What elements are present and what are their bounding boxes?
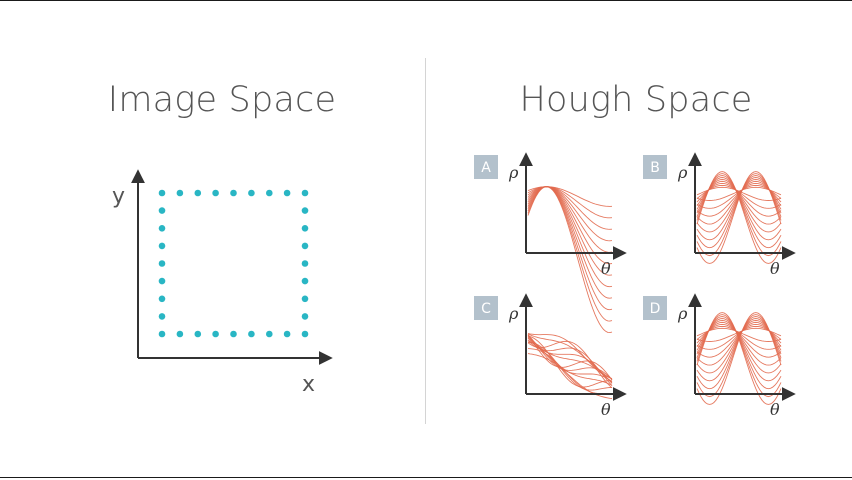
image-point <box>158 207 166 214</box>
hough-curve <box>527 335 613 388</box>
image-point <box>176 330 184 338</box>
curve-family-b <box>696 171 782 264</box>
option-letter-a: A <box>481 160 491 176</box>
curve-family-a <box>527 186 613 334</box>
image-point <box>283 330 291 338</box>
image-point <box>176 189 184 197</box>
theta-label-d: θ <box>770 400 780 419</box>
hough-curve <box>696 327 782 342</box>
rho-label-c: ρ <box>508 304 519 323</box>
image-point <box>158 313 166 320</box>
square-dot-pattern <box>158 189 309 338</box>
image-point <box>212 330 219 338</box>
image-space-plot: y x <box>112 169 333 397</box>
option-badge-a <box>474 155 498 179</box>
image-point <box>158 260 166 267</box>
image-point <box>301 295 309 303</box>
image-point <box>194 189 202 197</box>
curve-family-d <box>696 312 782 405</box>
panel-divider <box>425 58 426 424</box>
rho-label-b: ρ <box>677 163 688 182</box>
image-point <box>158 295 166 303</box>
hough-curve <box>527 333 613 380</box>
hough-curve <box>527 186 613 334</box>
image-point <box>301 277 309 285</box>
image-point <box>212 189 219 197</box>
bottom-border <box>0 477 852 478</box>
hough-curve <box>696 173 782 257</box>
image-point <box>301 189 309 197</box>
option-letter-b: B <box>650 160 660 176</box>
image-point <box>194 330 202 338</box>
image-point <box>158 242 166 250</box>
image-space-title: Image Space <box>107 80 337 120</box>
hough-curve <box>696 314 782 398</box>
hough-space-title: Hough Space <box>519 80 753 120</box>
image-point <box>266 189 273 197</box>
hough-curve <box>696 312 782 405</box>
image-point <box>158 225 166 232</box>
hough-curve <box>696 171 782 264</box>
hough-curve <box>527 334 613 381</box>
hough-option-a[interactable]: A ρ θ <box>474 152 627 334</box>
hough-curve <box>696 184 782 209</box>
hough-curve <box>527 353 613 400</box>
option-letter-d: D <box>650 301 661 317</box>
hough-curve <box>696 173 782 257</box>
hough-option-c[interactable]: C ρ θ <box>474 293 627 419</box>
hough-curve <box>696 186 782 201</box>
hough-curve <box>527 332 613 379</box>
image-point <box>158 330 166 338</box>
theta-label-c: θ <box>601 400 611 419</box>
image-point <box>248 189 255 197</box>
hough-curve <box>527 186 613 288</box>
option-badge-b <box>643 155 667 179</box>
x-axis-label: x <box>302 372 315 397</box>
hough-option-d[interactable]: D ρ θ <box>643 293 796 419</box>
y-axis-label: y <box>112 184 125 209</box>
image-point <box>301 260 309 267</box>
rho-label-a: ρ <box>508 163 519 182</box>
image-point <box>301 207 309 214</box>
rho-label-d: ρ <box>677 304 688 323</box>
image-point <box>248 330 255 338</box>
option-badge-c <box>474 296 498 320</box>
image-point <box>301 225 309 232</box>
image-point <box>301 242 309 250</box>
hough-curve <box>696 314 782 398</box>
theta-label-a: θ <box>601 259 611 278</box>
curve-family-c <box>527 332 613 400</box>
top-border <box>0 0 852 1</box>
image-point <box>158 277 166 285</box>
option-badge-d <box>643 296 667 320</box>
hough-curve <box>696 312 782 405</box>
image-point <box>266 330 273 338</box>
image-point <box>158 189 166 197</box>
image-point <box>230 330 237 338</box>
image-point <box>283 189 291 197</box>
image-point <box>301 313 309 320</box>
hough-option-b[interactable]: B ρ θ <box>643 152 796 278</box>
option-letter-c: C <box>481 301 491 317</box>
hough-curve <box>696 325 782 350</box>
image-point <box>230 189 237 197</box>
theta-label-b: θ <box>770 259 780 278</box>
image-point <box>301 330 309 338</box>
hough-curve <box>696 171 782 264</box>
